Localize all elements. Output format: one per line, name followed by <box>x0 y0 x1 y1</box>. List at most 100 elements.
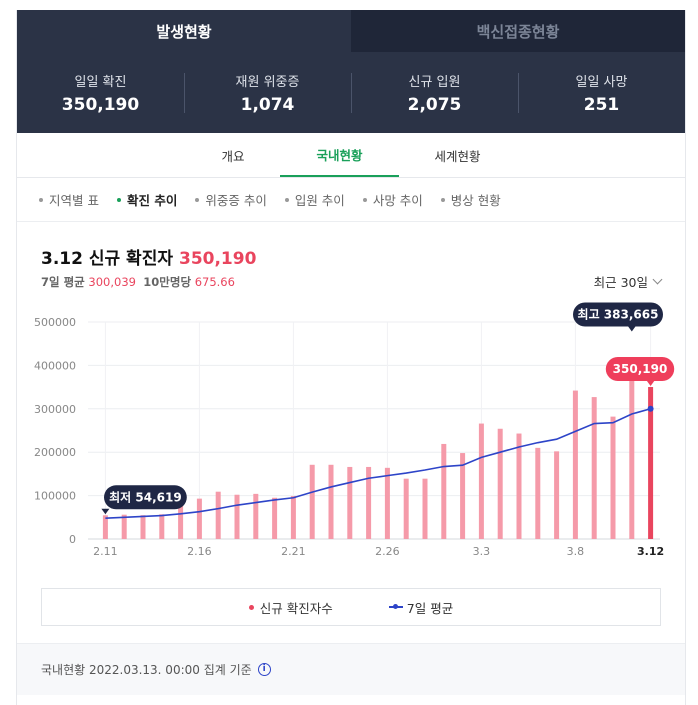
footer-text: 국내현황 2022.03.13. 00:00 집계 기준 <box>41 663 252 677</box>
subtab-label: 병상 현황 <box>450 193 501 208</box>
subtab-admission-trend[interactable]: 입원 추이 <box>284 190 345 209</box>
x-tick-label: 3.8 <box>567 545 585 558</box>
bar <box>422 478 428 539</box>
bar <box>215 491 221 539</box>
stat-new-admissions: 신규 입원 2,075 <box>351 71 518 115</box>
annotation-pointer <box>101 508 110 515</box>
period-dropdown[interactable]: 최근 30일 <box>593 272 663 291</box>
subtab-critical-trend[interactable]: 위중증 추이 <box>195 190 267 209</box>
y-tick-label: 200000 <box>34 446 76 459</box>
annotation-bubble <box>573 302 663 327</box>
stat-value: 350,190 <box>61 94 140 115</box>
tab-domestic[interactable]: 국내현황 <box>280 133 399 177</box>
annotation-label: 최저 54,619 <box>109 489 182 504</box>
bar <box>121 514 127 539</box>
x-tick-label: 3.12 <box>637 545 664 558</box>
section-tab-bar: 개요 국내현황 세계현황 <box>17 133 685 178</box>
bullet-icon <box>116 197 121 202</box>
per100k-value: 675.66 <box>194 275 235 289</box>
y-tick-label: 400000 <box>34 359 76 372</box>
annotation-pointer <box>627 325 636 332</box>
per100k-label: 10만명당 <box>143 275 192 289</box>
bar <box>497 428 503 539</box>
tab-outbreak-status[interactable]: 발생현황 <box>17 10 351 52</box>
bar <box>403 478 409 539</box>
data-basis-footer: 국내현황 2022.03.13. 00:00 집계 기준 i <box>17 643 685 695</box>
subtab-label: 입원 추이 <box>294 193 345 208</box>
bar <box>610 416 616 539</box>
bar <box>159 514 165 539</box>
annotation-pointer <box>646 380 655 387</box>
legend-label: 신규 확진자수 <box>259 600 333 616</box>
bar <box>253 493 259 539</box>
tab-overview[interactable]: 개요 <box>221 148 245 164</box>
bar <box>347 466 353 539</box>
legend-item-confirmed: 신규 확진자수 <box>248 598 333 617</box>
subtab-label: 위중증 추이 <box>205 193 267 208</box>
bar <box>196 498 202 539</box>
stat-value: 2,075 <box>407 94 462 115</box>
stat-value: 1,074 <box>240 94 295 115</box>
sub-tab-bar: 지역별 표 확진 추이 위중증 추이 입원 추이 사망 추이 병상 현황 <box>17 178 685 222</box>
bar <box>591 397 597 539</box>
x-tick-label: 2.26 <box>375 545 400 558</box>
legend-label: 7일 평균 <box>406 600 454 616</box>
bullet-icon <box>284 197 289 202</box>
y-tick-label: 500000 <box>34 316 76 329</box>
annotation-bubble <box>104 485 187 510</box>
stat-label: 일일 사망 <box>575 74 628 90</box>
bar <box>102 515 108 539</box>
stat-label: 일일 확진 <box>74 74 127 90</box>
period-label: 최근 30일 <box>593 275 648 290</box>
subtab-label: 확진 추이 <box>126 193 178 208</box>
subtab-label: 지역별 표 <box>49 193 99 208</box>
bullet-icon <box>39 197 43 202</box>
y-tick-label: 300000 <box>34 403 76 416</box>
chart-title-date: 3.12 신규 확진자 <box>41 249 173 269</box>
chart-header: 3.12 신규 확진자 350,190 7일 평균 300,039 10만명당 6… <box>17 222 685 292</box>
bullet-icon <box>195 197 200 202</box>
annotation-bubble <box>605 357 675 382</box>
tab-world[interactable]: 세계현황 <box>434 148 481 164</box>
tab-vaccination-status[interactable]: 백신접종현황 <box>351 10 685 52</box>
legend-line-icon <box>388 604 403 609</box>
x-tick-label: 2.21 <box>281 545 306 558</box>
bar <box>629 372 635 539</box>
stat-daily-deaths: 일일 사망 251 <box>518 71 685 115</box>
bar <box>478 423 484 539</box>
subtab-region-table[interactable]: 지역별 표 <box>39 190 99 209</box>
confirmed-cases-chart: 0 100000 200000 300000 400000 500000 2.11 2.16 2… <box>34 302 675 558</box>
subtab-death-trend[interactable]: 사망 추이 <box>362 190 423 209</box>
bar <box>441 443 447 539</box>
bar <box>366 466 372 539</box>
stat-label: 신규 입원 <box>408 74 461 90</box>
annotation-label: 350,190 <box>613 362 668 376</box>
bar <box>309 464 315 539</box>
avg-value: 300,039 <box>88 275 136 289</box>
bar <box>140 515 146 539</box>
bar <box>178 499 184 539</box>
x-tick-label: 2.11 <box>93 545 118 558</box>
avg-label: 7일 평균 <box>41 275 85 289</box>
bar <box>572 390 578 539</box>
chart-title: 3.12 신규 확진자 350,190 <box>41 244 256 269</box>
bar <box>460 453 466 539</box>
subtab-label: 사망 추이 <box>372 193 423 208</box>
covid-dashboard-panel: 발생현황 백신접종현황 일일 확진 350,190 재원 위중증 1,074 신… <box>16 10 686 705</box>
stat-daily-confirmed: 일일 확진 350,190 <box>17 71 184 115</box>
chart-subline: 7일 평균 300,039 10만명당 675.66 <box>41 274 235 290</box>
chart-title-value: 350,190 <box>178 249 257 269</box>
subtab-confirmed-trend[interactable]: 확진 추이 <box>116 190 178 209</box>
x-tick-label: 2.16 <box>187 545 212 558</box>
bullet-icon <box>440 197 445 202</box>
y-tick-label: 0 <box>69 533 76 546</box>
chevron-down-icon <box>652 274 663 285</box>
x-tick-label: 3.3 <box>473 545 491 558</box>
top-tab-bar: 발생현황 백신접종현황 <box>17 10 685 52</box>
info-icon[interactable]: i <box>257 663 271 676</box>
bullet-icon <box>362 197 367 202</box>
bar <box>535 447 541 539</box>
bar <box>384 467 390 539</box>
subtab-bed-status[interactable]: 병상 현황 <box>440 190 501 209</box>
bar <box>328 464 334 539</box>
